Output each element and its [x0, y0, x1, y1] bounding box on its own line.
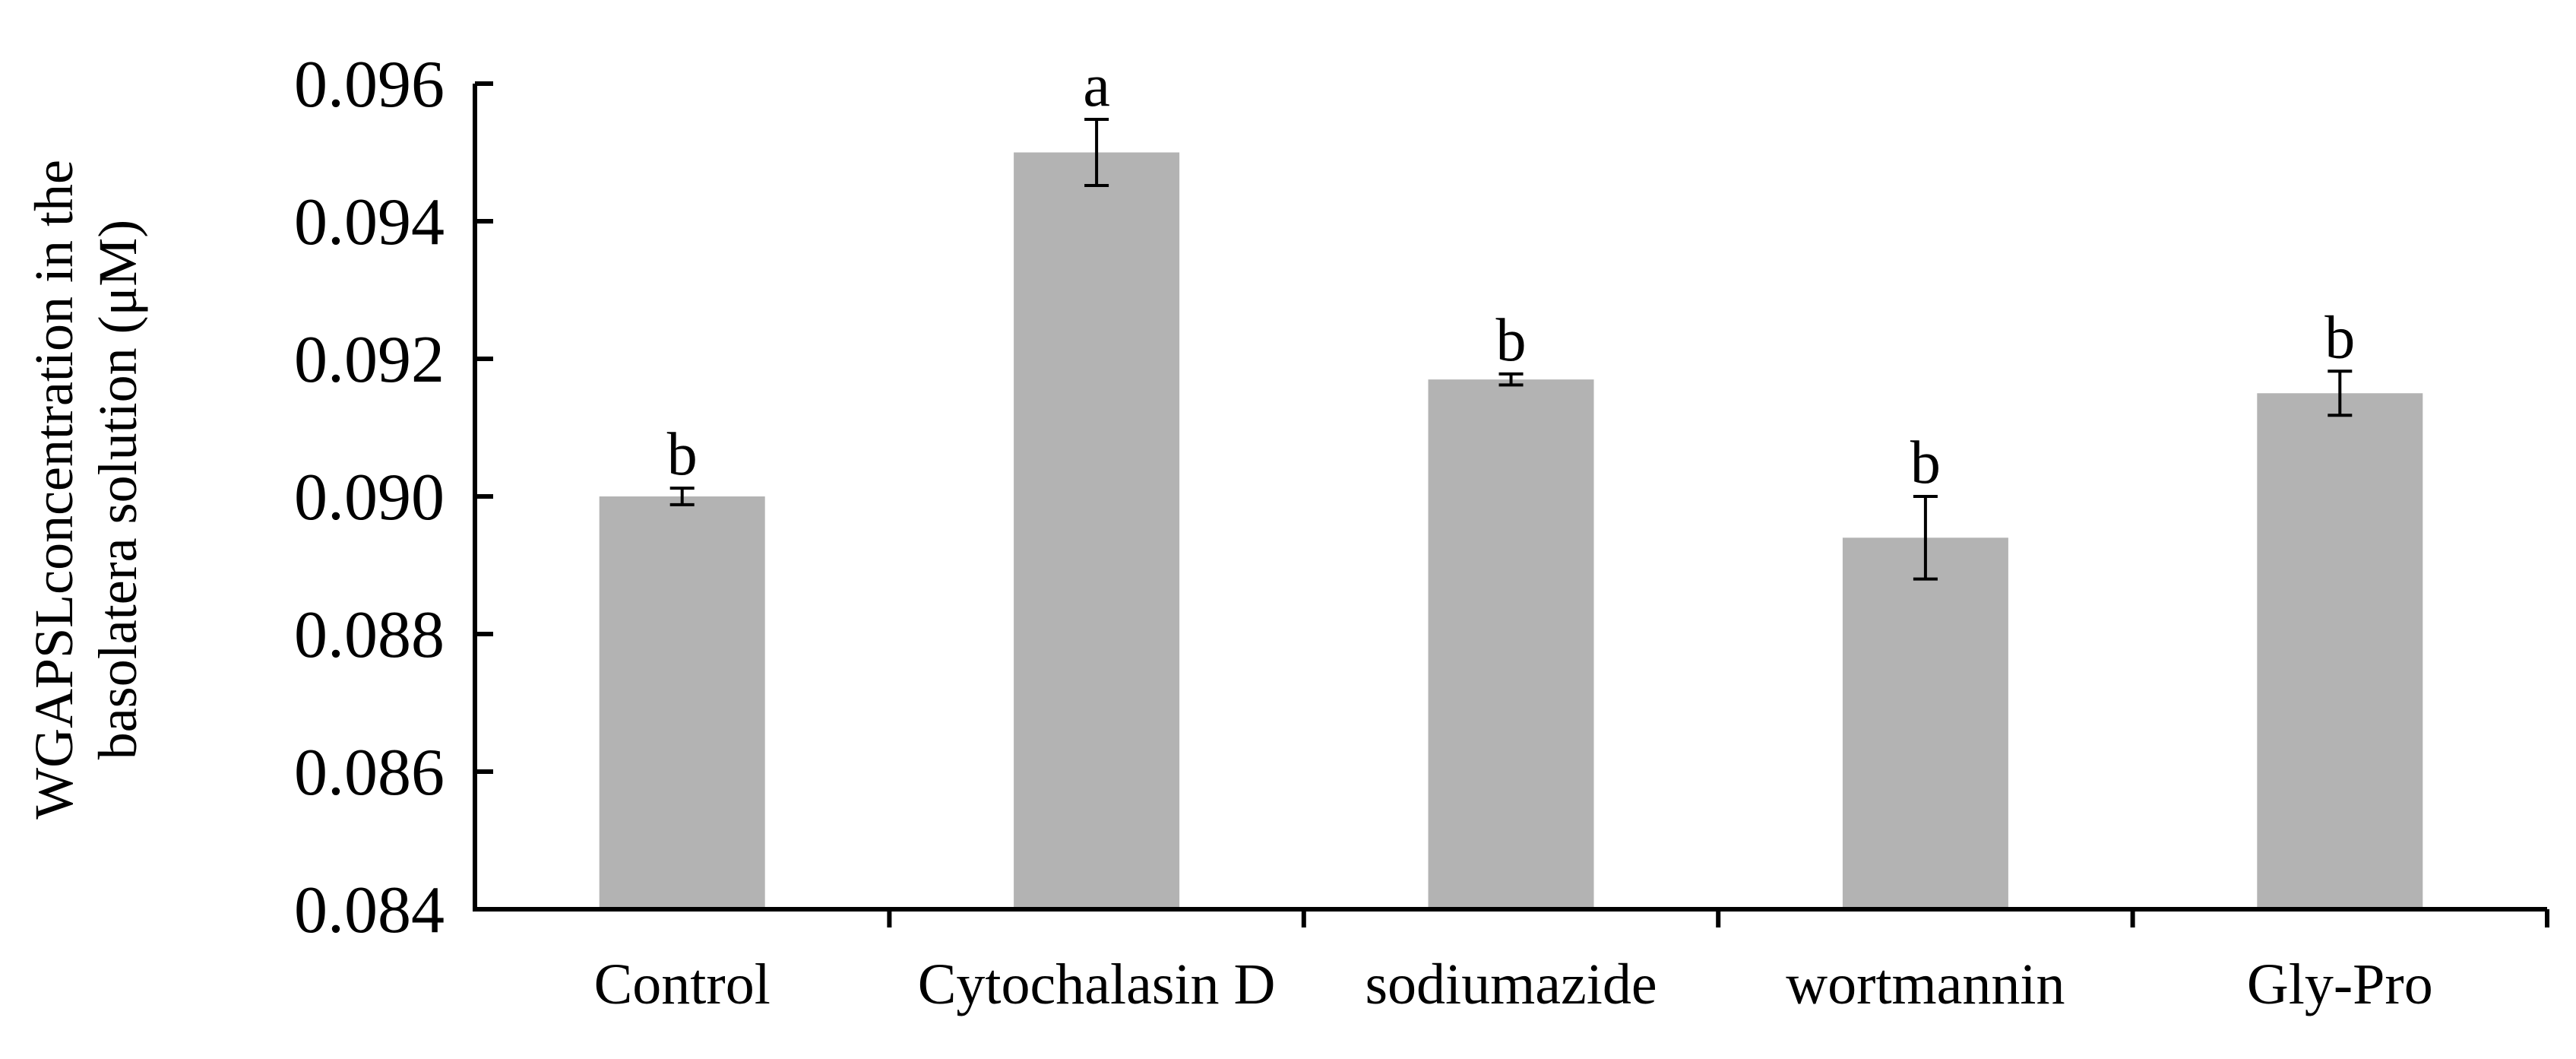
x-tick-label-3: sodiumazide	[1365, 953, 1657, 1016]
bar-1	[599, 496, 765, 909]
y-tick-label-3: 0.088	[294, 598, 445, 672]
x-tick-label-1: Control	[594, 953, 771, 1016]
y-tick-label-7: 0.096	[294, 48, 445, 122]
y-axis-title-line-2: basolatera solution (μM)	[87, 220, 148, 759]
bar-4	[1842, 537, 2008, 909]
bar-5	[2257, 393, 2423, 909]
labels-layer: b Control a Cytochalasin D b sodiumazide b wort…	[294, 48, 2433, 1016]
bar-3	[1428, 379, 1594, 909]
significance-letter-3: b	[1496, 307, 1527, 374]
x-tick-label-5: Gly-Pro	[2247, 953, 2433, 1016]
error-bars-layer	[669, 118, 2353, 581]
significance-letter-1: b	[667, 421, 698, 488]
bars-layer	[599, 152, 2423, 909]
y-tick-label-6: 0.094	[294, 185, 445, 259]
y-axis-title-line-1: WGAPSLconcentration in the	[24, 160, 84, 820]
y-tick-label-1: 0.084	[294, 874, 445, 947]
y-tick-label-5: 0.092	[294, 323, 445, 397]
axes-layer	[473, 81, 2549, 927]
significance-letter-5: b	[2324, 304, 2355, 371]
x-tick-label-4: wortmannin	[1786, 953, 2065, 1016]
x-tick-label-2: Cytochalasin D	[918, 953, 1276, 1016]
significance-letter-2: a	[1083, 52, 1110, 119]
bar-2	[1014, 152, 1180, 909]
y-axis-title: WGAPSLconcentration in the basolatera so…	[24, 160, 148, 820]
y-tick-label-2: 0.086	[294, 736, 445, 810]
y-tick-label-4: 0.090	[294, 461, 445, 534]
significance-letter-4: b	[1910, 430, 1941, 496]
